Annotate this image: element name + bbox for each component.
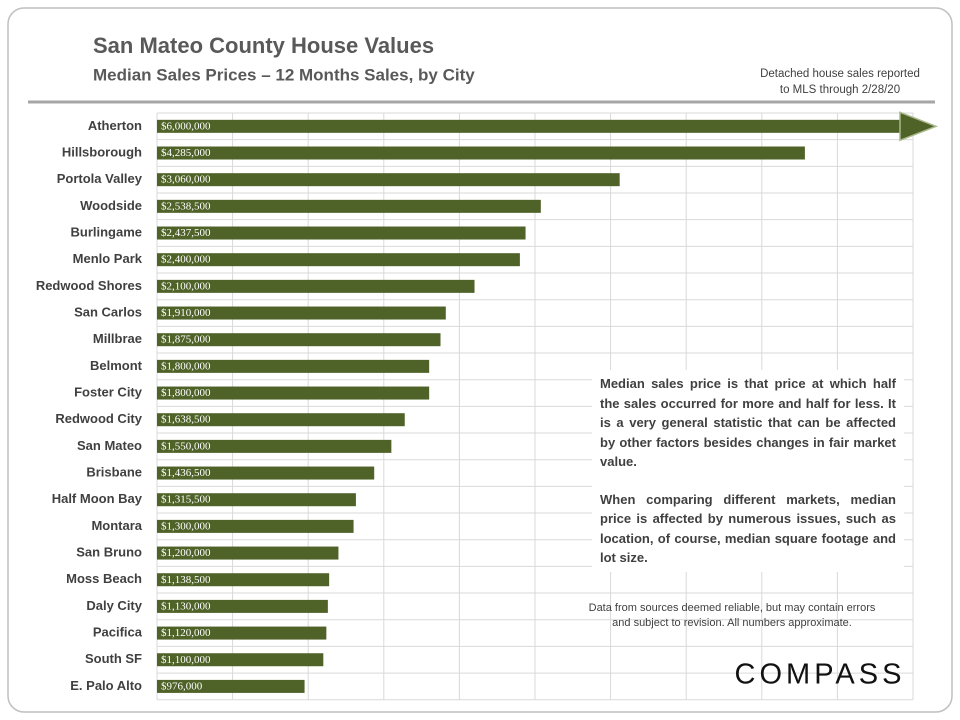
chart-title: San Mateo County House Values [93,33,434,58]
y-tick-label: Woodside [80,198,142,213]
y-tick-label: Belmont [90,358,143,373]
value-label: $1,436,500 [161,467,211,479]
footnote: and subject to revision. All numbers app… [612,617,852,629]
bar [157,333,441,347]
bar [157,279,475,293]
bar [157,146,805,160]
value-label: $1,120,000 [161,627,211,639]
footnote: Data from sources deemed reliable, but m… [589,602,876,614]
value-label: $1,875,000 [161,334,211,346]
y-tick-label: Moss Beach [66,571,142,586]
bar [157,493,356,507]
value-label: $4,285,000 [161,147,211,159]
y-tick-label: South SF [85,651,142,666]
y-tick-label: Redwood City [55,411,142,426]
bar [157,466,375,480]
y-tick-label: San Bruno [76,544,142,559]
y-tick-label: Foster City [74,384,143,399]
bar [157,226,526,240]
bar [157,679,305,693]
note: Detached house sales reported [760,68,920,80]
value-label: $1,138,500 [161,574,211,586]
chart-subtitle: Median Sales Prices – 12 Months Sales, b… [93,65,475,84]
value-label: $1,315,500 [161,494,211,506]
y-tick-label: Montara [91,518,142,533]
value-label: $1,200,000 [161,547,211,559]
y-tick-label: Daly City [86,598,142,613]
value-label: $3,060,000 [161,174,211,186]
value-label: $6,000,000 [161,120,211,132]
logo: COMPASS [735,659,906,691]
y-tick-label: Menlo Park [73,251,143,266]
bar [157,199,541,213]
y-tick-label: San Mateo [77,438,142,453]
bar [157,599,328,613]
bar [157,439,392,453]
y-tick-label: Redwood Shores [36,278,142,293]
value-label: $1,100,000 [161,654,211,666]
y-tick-label: Brisbane [86,464,142,479]
note: to MLS through 2/28/20 [780,84,900,96]
y-tick-label: Atherton [88,118,142,133]
value-label: $2,437,500 [161,227,211,239]
y-tick-label: Millbrae [93,331,142,346]
annotation-box: Median sales price is that price at whic… [592,370,904,572]
bar [157,519,354,533]
y-tick-label: Portola Valley [57,171,143,186]
y-tick-label: Hillsborough [62,144,142,159]
bar [157,546,339,560]
bar [157,386,430,400]
value-label: $1,910,000 [161,307,211,319]
annotation: Median sales price is that price at whic… [600,376,896,469]
bar [157,573,330,587]
bar [157,306,446,320]
y-tick-label: Burlingame [70,224,142,239]
value-label: $2,100,000 [161,280,211,292]
value-label: $1,800,000 [161,360,211,372]
bar [157,653,324,667]
value-label: $2,538,500 [161,200,211,212]
value-label: $1,550,000 [161,440,211,452]
y-tick-label: San Carlos [74,304,142,319]
bar [157,173,620,187]
y-tick-label: Half Moon Bay [52,491,143,506]
value-label: $1,130,000 [161,600,211,612]
annotation: When comparing different markets, median… [600,491,896,566]
y-tick-label: Pacifica [93,625,143,640]
bar [157,253,520,267]
bar [157,119,900,133]
bar [157,626,327,640]
bar [157,359,430,373]
overflow-arrow [899,111,939,142]
value-label: $2,400,000 [161,254,211,266]
value-label: $1,300,000 [161,520,211,532]
value-label: $1,800,000 [161,387,211,399]
y-tick-label: E. Palo Alto [70,678,142,693]
bar [157,413,405,427]
value-label: $976,000 [161,680,203,692]
value-label: $1,638,500 [161,414,211,426]
